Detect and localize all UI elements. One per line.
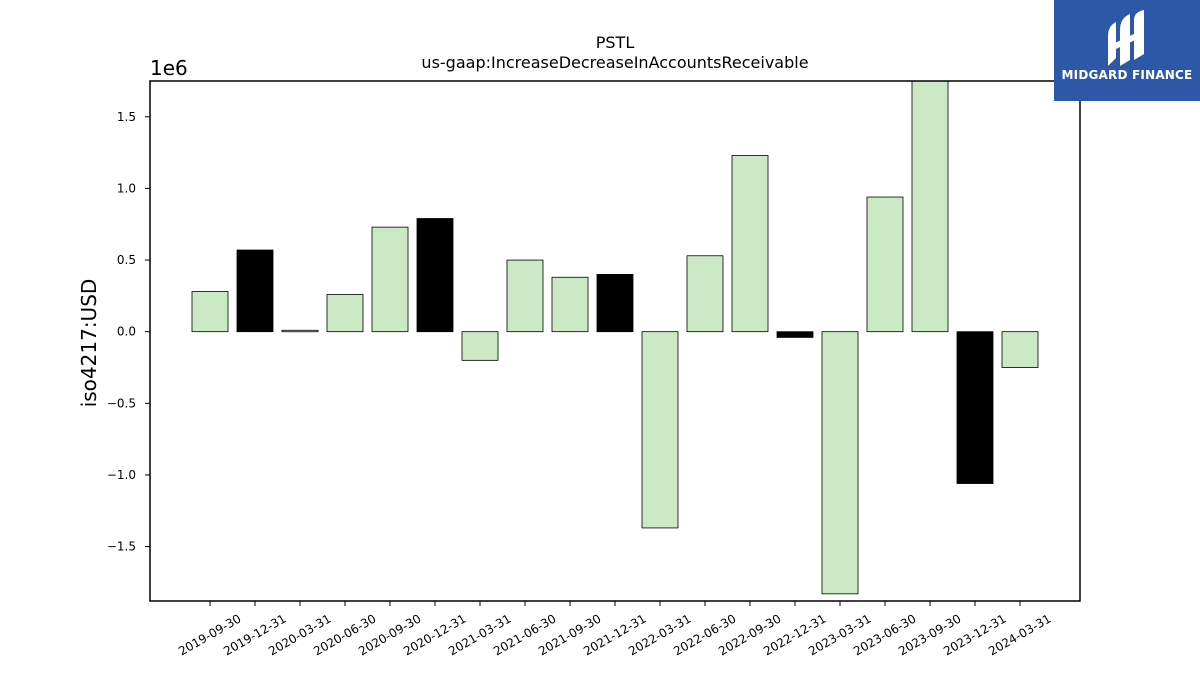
y-tick-label: −1.5 bbox=[107, 540, 136, 554]
y-axis-label: iso4217:USD bbox=[77, 279, 101, 408]
bar-2019-09-30 bbox=[191, 291, 229, 333]
y-tick-label: 0.0 bbox=[117, 325, 136, 339]
chart-subtitle: us-gaap:IncreaseDecreaseInAccountsReceiv… bbox=[421, 53, 808, 72]
y-tick-label: 0.5 bbox=[117, 253, 136, 267]
y-tick-label: 1.0 bbox=[117, 181, 136, 195]
bar-2021-06-30 bbox=[506, 259, 544, 333]
y-axis-multiplier: 1e6 bbox=[150, 56, 188, 80]
bar-2024-03-31 bbox=[1001, 331, 1039, 368]
bar-2021-12-31 bbox=[596, 273, 634, 333]
midgard-logo-icon bbox=[1108, 10, 1144, 66]
bar-2021-09-30 bbox=[551, 276, 589, 333]
bar-2023-03-31 bbox=[821, 331, 859, 595]
bar-2020-03-31 bbox=[281, 329, 319, 333]
bar-2022-09-30 bbox=[731, 155, 769, 333]
bar-2020-12-31 bbox=[416, 218, 454, 333]
bar-2019-12-31 bbox=[236, 249, 274, 333]
bar-2022-03-31 bbox=[641, 331, 679, 529]
midgard-finance-logo: MIDGARD FINANCE bbox=[1054, 0, 1200, 101]
bar-2022-12-31 bbox=[776, 331, 814, 338]
bar-2023-12-31 bbox=[956, 331, 994, 484]
y-tick-label: −0.5 bbox=[107, 396, 136, 410]
bar-2023-06-30 bbox=[866, 196, 904, 333]
bar-2022-06-30 bbox=[686, 255, 724, 333]
bar-2020-09-30 bbox=[371, 226, 409, 333]
chart-title: PSTL bbox=[596, 33, 635, 52]
bar-2023-09-30 bbox=[911, 80, 949, 333]
y-tick-label: −1.0 bbox=[107, 468, 136, 482]
plot-frame bbox=[149, 80, 1081, 602]
y-tick-label: 1.5 bbox=[117, 110, 136, 124]
logo-text: MIDGARD FINANCE bbox=[1061, 68, 1193, 82]
bar-2020-06-30 bbox=[326, 294, 364, 333]
bar-2021-03-31 bbox=[461, 331, 499, 361]
